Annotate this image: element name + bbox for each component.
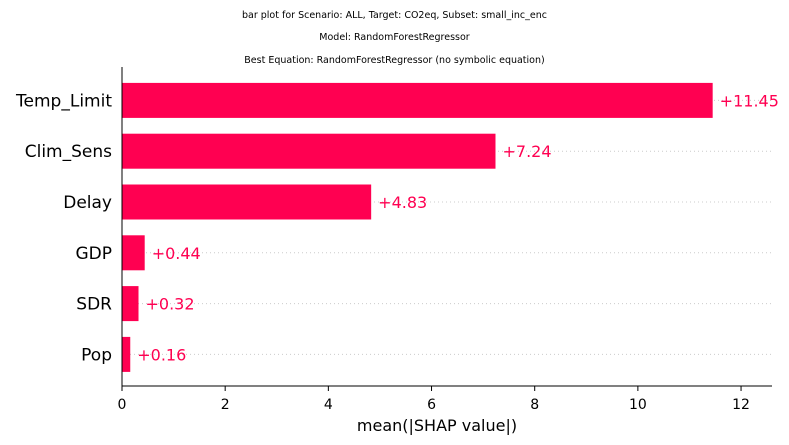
x-tick-label: 12	[732, 397, 750, 413]
x-tick-label: 4	[324, 397, 333, 413]
value-label: +4.83	[378, 193, 427, 212]
bar	[122, 184, 372, 220]
x-tick-label: 8	[530, 397, 539, 413]
x-tick-label: 2	[221, 397, 230, 413]
category-label: Pop	[81, 345, 112, 365]
x-axis-title: mean(|SHAP value|)	[357, 416, 517, 435]
chart-title-line-1: bar plot for Scenario: ALL, Target: CO2e…	[241, 10, 547, 21]
bar	[122, 82, 713, 118]
chart-title-line-3: Best Equation: RandomForestRegressor (no…	[244, 55, 545, 66]
value-label: +0.32	[146, 295, 195, 314]
value-label: +11.45	[720, 91, 779, 110]
chart-title-line-2: Model: RandomForestRegressor	[319, 32, 470, 43]
value-label: +7.24	[502, 142, 551, 161]
x-tick-label: 0	[118, 397, 127, 413]
x-tick-label: 10	[629, 397, 647, 413]
bar	[122, 286, 139, 322]
category-label: SDR	[76, 295, 112, 315]
category-label: Clim_Sens	[25, 142, 112, 162]
value-label: +0.44	[152, 244, 201, 263]
value-label: +0.16	[137, 345, 186, 364]
category-label: Delay	[63, 193, 112, 213]
bar	[122, 235, 145, 271]
x-tick-label: 6	[427, 397, 436, 413]
bar	[122, 336, 131, 372]
category-label: Temp_Limit	[15, 91, 112, 111]
category-label: GDP	[75, 244, 112, 264]
bar	[122, 133, 496, 169]
